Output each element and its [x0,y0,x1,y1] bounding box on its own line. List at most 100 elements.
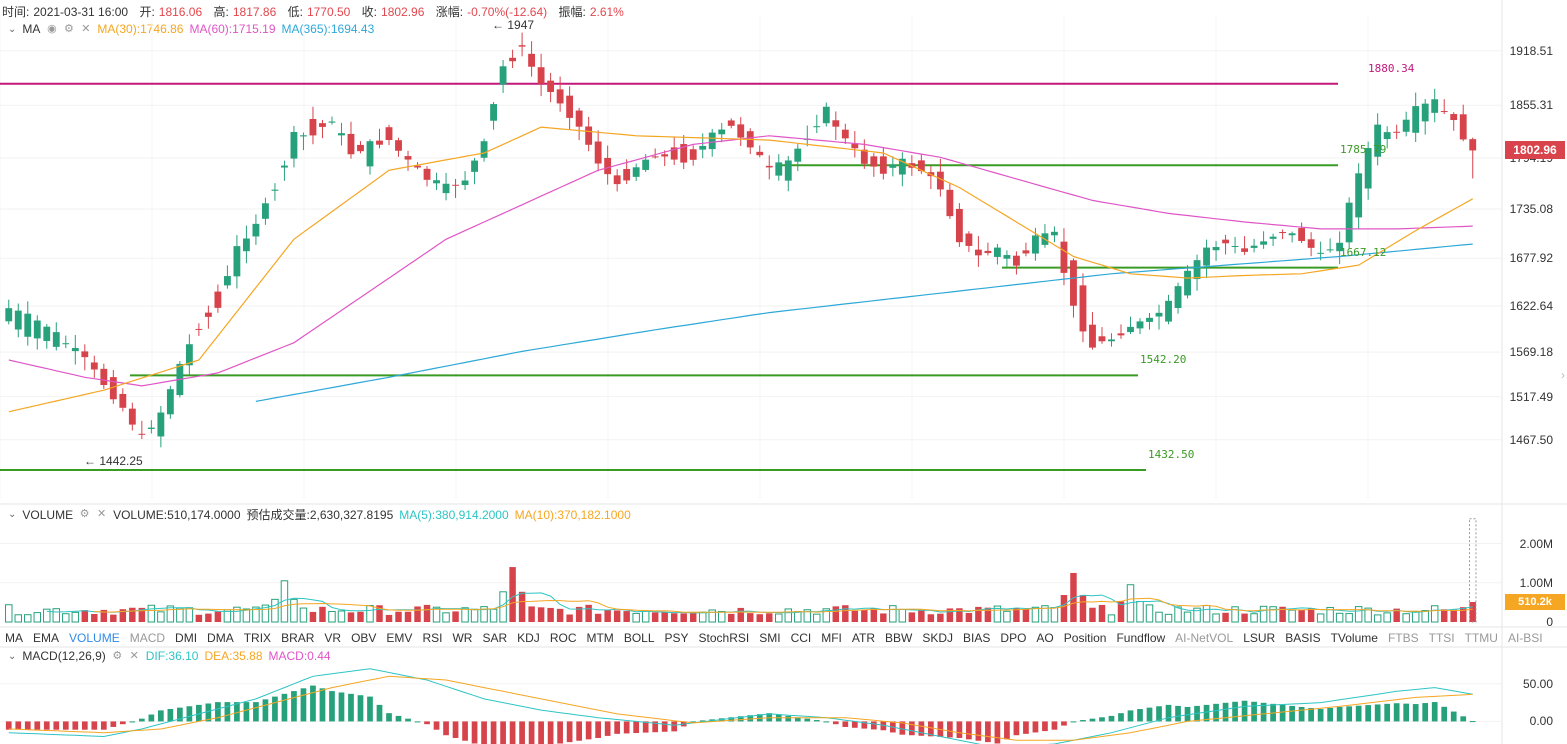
tab-brar[interactable]: BRAR [281,631,315,645]
macd-hist-down [623,721,630,734]
tab-ema[interactable]: EMA [33,631,60,645]
tab-cci[interactable]: CCI [790,631,812,645]
tab-ttsi[interactable]: TTSI [1428,631,1455,645]
tab-wr[interactable]: WR [452,631,473,645]
candle-up [1421,103,1429,122]
tab-position[interactable]: Position [1063,631,1107,645]
macd-close-icon[interactable]: ✕ [129,649,139,662]
tab-dma[interactable]: DMA [207,631,234,645]
tab-ttmu[interactable]: TTMU [1464,631,1498,645]
close-label: 收: [361,5,378,19]
price-tick-label: 1622.64 [1509,298,1553,313]
candle-down [1450,114,1458,121]
macd-settings-gear-icon[interactable]: ⚙ [112,649,123,662]
macd-hist-up [167,709,174,722]
amplitude-value: 2.61% [589,5,624,19]
tab-basis[interactable]: BASIS [1285,631,1321,645]
volume-tick-label: 1.00M [1519,575,1553,590]
tab-bbw[interactable]: BBW [885,631,913,645]
tab-fundflow[interactable]: Fundflow [1116,631,1166,645]
tab-kdj[interactable]: KDJ [517,631,540,645]
tab-atr[interactable]: ATR [851,631,876,645]
tab-rsi[interactable]: RSI [422,631,443,645]
volume-close-icon[interactable]: ✕ [96,508,107,520]
candle-up [794,148,802,162]
close-value: 1802.96 [381,5,425,19]
candle-up [271,189,279,191]
macd-hist-down [851,721,858,728]
tab-volume[interactable]: VOLUME [69,631,120,645]
tab-stochrsi[interactable]: StochRSI [698,631,750,645]
macd-hist-up [1251,701,1257,722]
tab-lsur[interactable]: LSUR [1243,631,1276,645]
volume-collapse-chevron-icon[interactable]: ⌄ [8,509,17,520]
tab-mfi[interactable]: MFI [821,631,842,645]
volume-bar-down [319,606,326,622]
tab-mtm[interactable]: MTM [586,631,614,645]
tab-ma[interactable]: MA [5,631,23,645]
tab-roc[interactable]: ROC [549,631,577,645]
tab-smi[interactable]: SMI [759,631,781,645]
level-label-level-1785: 1785.79 [1340,143,1387,157]
tab-obv[interactable]: OBV [351,631,377,645]
volume-bar-down [556,608,564,622]
volume-bar-down [1450,609,1457,622]
tab-sar[interactable]: SAR [482,631,508,645]
tab-macd[interactable]: MACD [129,631,166,645]
tab-tvolume[interactable]: TVolume [1330,631,1378,645]
tab-vr[interactable]: VR [324,631,342,645]
candle-up [708,132,716,150]
settings-gear-icon[interactable]: ⚙ [63,22,74,35]
volume-bar-down [975,606,982,622]
level-label-level-1542: 1542.20 [1140,353,1187,367]
macd-hist-up [272,696,278,722]
candle-down [870,156,878,167]
volume-settings-gear-icon[interactable]: ⚙ [79,508,90,520]
candle-down [1469,139,1477,151]
tab-psy[interactable]: PSY [664,631,689,645]
tab-emv[interactable]: EMV [386,631,413,645]
candle-down [1298,228,1306,241]
macd-hist-up [1165,704,1172,722]
close-icon[interactable]: ✕ [81,22,91,35]
tab-bias[interactable]: BIAS [963,631,991,645]
tab-trix[interactable]: TRIX [243,631,272,645]
tab-ai-netvol[interactable]: AI-NetVOL [1175,631,1234,645]
volume-bar-down [385,614,393,622]
macd-hist-down [500,721,506,744]
volume-bar-up [252,606,260,623]
macd-hist-down [519,721,525,744]
volume-bar-up [1383,612,1391,623]
tab-boll[interactable]: BOLL [623,631,655,645]
volume-bar-down [594,613,602,622]
tab-dpo[interactable]: DPO [1000,631,1027,645]
tab-ftbs[interactable]: FTBS [1387,631,1419,645]
collapse-chevron-icon[interactable]: ⌄ [8,23,17,35]
volume-bar-up [185,607,194,623]
candle-down [680,144,688,163]
candle-down [623,168,631,181]
macd-hist-up [1403,703,1410,722]
tab-ai-bsi[interactable]: AI-BSI [1507,631,1543,645]
candle-down [1089,324,1096,348]
tab-dmi[interactable]: DMI [175,631,198,645]
candle-down [100,368,108,386]
candle-down [670,147,678,160]
tab-skdj[interactable]: SKDJ [922,631,954,645]
macd-hist-down [471,721,478,744]
candle-down [984,250,992,254]
volume-bar-down [205,613,212,622]
volume-bar-up [1430,605,1439,623]
macd-hist-up [367,696,373,722]
volume-bar-down [509,567,516,622]
chevron-right-icon[interactable]: › [1561,368,1565,382]
eye-icon[interactable]: ◉ [47,22,57,35]
macd-hist-up [281,693,288,722]
macd-hist-up [253,702,259,722]
macd-collapse-chevron-icon[interactable]: ⌄ [8,650,17,662]
candle-down [1222,239,1229,244]
tab-ao[interactable]: AO [1036,631,1054,645]
candle-up [993,247,1001,257]
volume-bar-down [861,609,868,622]
